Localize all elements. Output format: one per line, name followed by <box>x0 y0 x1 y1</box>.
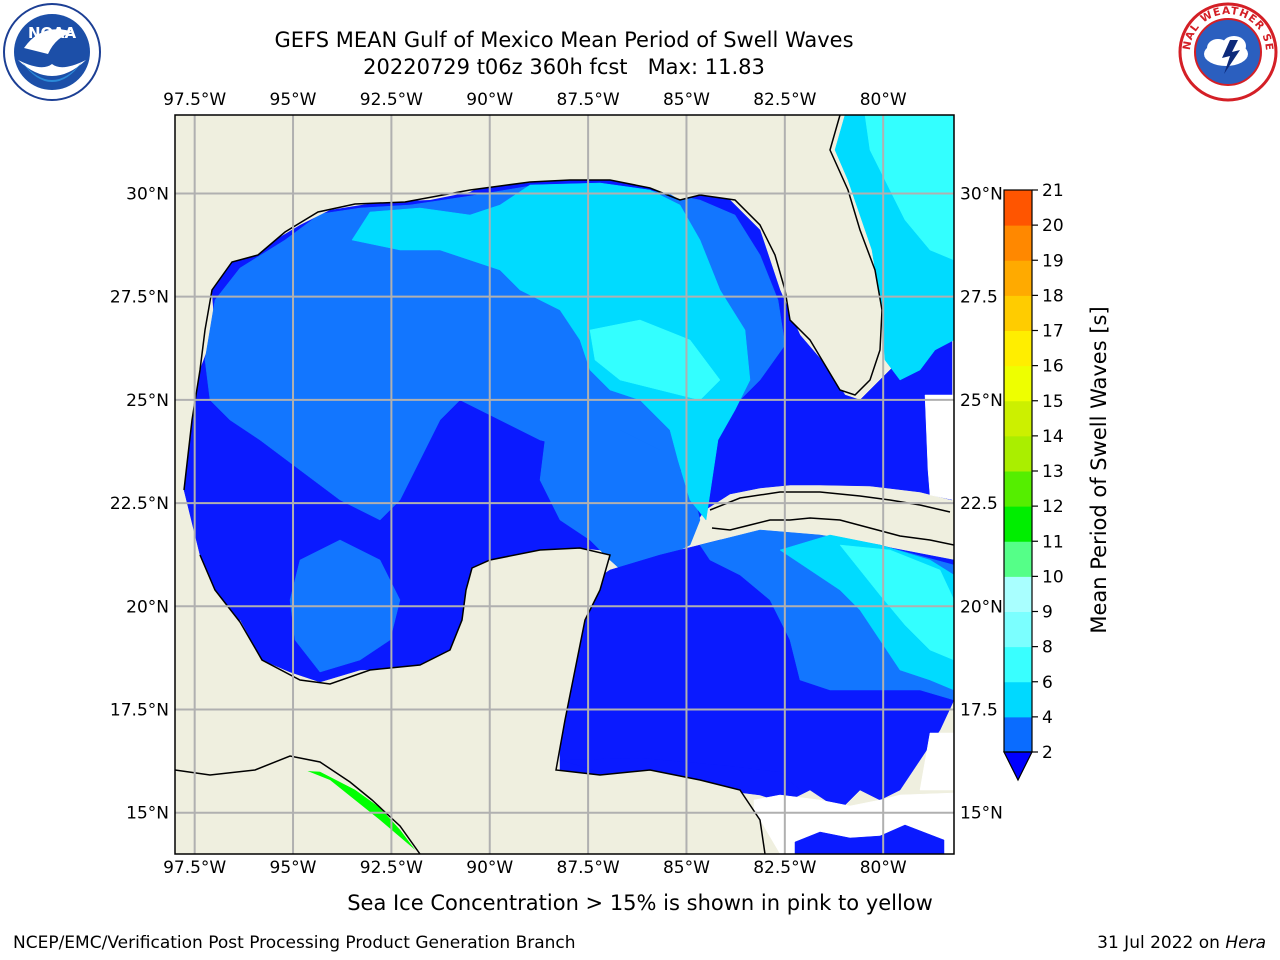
colorbar-segment <box>1004 365 1032 402</box>
sea-ice-note: Sea Ice Concentration > 15% is shown in … <box>0 890 1280 916</box>
colorbar-label: Mean Period of Swell Waves [s] <box>1087 306 1111 633</box>
colorbar-segment <box>1004 716 1032 753</box>
y-tick-label-right: 25°N <box>960 391 1003 411</box>
x-tick-label-top: 92.5°W <box>360 90 423 110</box>
y-tick-label-right: 17.5 <box>960 701 998 721</box>
map-plot-area <box>175 115 954 854</box>
colorbar-tick-label: 19 <box>1042 251 1064 271</box>
y-tick-label-right: 15°N <box>960 804 1003 824</box>
footer-machine-text: Hera <box>1225 933 1266 953</box>
colorbar-tick-label: 2 <box>1042 743 1053 763</box>
x-tick-label-top: 85°W <box>663 90 710 110</box>
colorbar-tick-label: 11 <box>1042 532 1064 552</box>
x-tick-label-top: 95°W <box>270 90 317 110</box>
footer-on-text: on <box>1193 933 1226 953</box>
colorbar-tick-label: 17 <box>1042 322 1064 342</box>
x-tick-label-bottom: 87.5°W <box>557 858 620 878</box>
colorbar-tick-label: 18 <box>1042 286 1064 306</box>
colorbar-segment <box>1004 506 1032 542</box>
no-data-patch-east2 <box>919 732 954 791</box>
y-tick-label-left: 25°N <box>126 391 169 411</box>
colorbar-tick-label: 9 <box>1042 603 1053 623</box>
coastline-south <box>199 547 766 854</box>
colorbar-tick-label: 6 <box>1042 673 1053 693</box>
colorbar-tick-label: 21 <box>1042 181 1064 201</box>
y-tick-label-right: 20°N <box>960 597 1003 617</box>
y-tick-label-left: 17.5°N <box>110 701 169 721</box>
map-frame <box>174 114 955 855</box>
y-tick-label-right: 27.5 <box>960 288 998 308</box>
atlantic-6-8s-patch <box>864 115 954 261</box>
nws-logo: NATIONAL WEATHER SERVICE <box>1178 2 1278 102</box>
colorbar-segment <box>1004 471 1032 507</box>
colorbar-under-triangle <box>1003 751 1033 782</box>
colorbar-segment <box>1004 611 1032 648</box>
colorbar-tick-label: 14 <box>1042 427 1064 447</box>
y-ticks-right: 15°N 17.5 20°N 22.5 25°N 27.5 30°N <box>960 184 1003 823</box>
cuba-land <box>710 492 954 545</box>
caribbean-6-8s-patch <box>839 544 954 661</box>
colorbar-segment <box>1004 400 1032 437</box>
x-tick-label-top: 97.5°W <box>163 90 226 110</box>
colorbar-tick-label: 4 <box>1042 708 1053 728</box>
noaa-logo-text: NOAA <box>28 24 77 42</box>
y-tick-label-left: 30°N <box>126 184 169 204</box>
colorbar-segment <box>1004 330 1032 367</box>
x-tick-label-bottom: 97.5°W <box>163 858 226 878</box>
colorbar-segment <box>1004 576 1032 612</box>
x-tick-label-bottom: 85°W <box>663 858 710 878</box>
colorbar-tick-label: 8 <box>1042 638 1053 658</box>
gridlines <box>175 115 954 854</box>
colorbar-segment <box>1004 225 1032 261</box>
coastline-north <box>183 115 883 491</box>
x-tick-label-top: 80°W <box>860 90 907 110</box>
colorbar-tick-label: 15 <box>1042 392 1064 412</box>
x-ticks-bottom: 97.5°W 95°W 92.5°W 90°W 87.5°W 85°W 82.5°W 80°W <box>163 858 907 878</box>
x-tick-label-bottom: 82.5°W <box>753 858 816 878</box>
x-tick-label-top: 90°W <box>466 90 513 110</box>
y-tick-label-left: 15°N <box>126 804 169 824</box>
footer-credit: NCEP/EMC/Verification Post Processing Pr… <box>13 933 576 953</box>
colorbar-tick-label: 20 <box>1042 216 1064 236</box>
colorbar-segment <box>1004 541 1032 577</box>
mexico-yucatan-land <box>175 548 780 854</box>
x-tick-label-top: 82.5°W <box>753 90 816 110</box>
colorbar-segment <box>1004 646 1032 683</box>
footer-date: 31 Jul 2022 on Hera <box>1097 932 1266 954</box>
colorbar-tick-label: 10 <box>1042 567 1064 587</box>
colorbar-segment <box>1004 435 1032 472</box>
footer-date-text: 31 Jul 2022 <box>1097 933 1194 953</box>
y-tick-label-right: 30°N <box>960 184 1003 204</box>
colorbar-tick-label: 12 <box>1042 497 1064 517</box>
y-tick-label-right: 22.5 <box>960 494 998 514</box>
x-tick-label-bottom: 80°W <box>860 858 907 878</box>
y-tick-label-left: 22.5°N <box>110 494 169 514</box>
x-tick-label-bottom: 95°W <box>270 858 317 878</box>
gulf-4-6s-region <box>351 182 751 521</box>
colorbar-segment <box>1004 190 1032 226</box>
texas-louisiana-land <box>175 115 882 480</box>
noaa-logo: NOAA <box>3 3 101 101</box>
chart-title: GEFS MEAN Gulf of Mexico Mean Period of … <box>274 28 854 52</box>
deep-patch-southeast <box>794 824 945 854</box>
colorbar-tick-label: 16 <box>1042 357 1064 377</box>
y-tick-label-left: 20°N <box>126 597 169 617</box>
colorbar: 2 4 6 8 9 10 11 12 13 14 15 16 17 18 19 20 21 <box>1003 181 1064 782</box>
x-ticks-top: 97.5°W 95°W 92.5°W 90°W 87.5°W 85°W 82.5°W 80°W <box>163 90 907 110</box>
y-tick-label-left: 27.5°N <box>110 288 169 308</box>
chart-subtitle: 20220729 t06z 360h fcst Max: 11.83 <box>363 55 765 79</box>
colorbar-segment <box>1004 681 1032 718</box>
y-ticks-left: 15°N 17.5°N 20°N 22.5°N 25°N 27.5°N 30°N <box>110 184 169 823</box>
sea-ice-note-text: Sea Ice Concentration > 15% is shown in … <box>347 891 933 915</box>
x-tick-label-bottom: 92.5°W <box>360 858 423 878</box>
no-data-patch-east <box>924 394 954 501</box>
x-tick-label-bottom: 90°W <box>466 858 513 878</box>
coastline-cuba <box>709 491 954 546</box>
colorbar-segment <box>1004 260 1032 296</box>
colorbar-segment <box>1004 295 1032 331</box>
x-tick-label-top: 87.5°W <box>557 90 620 110</box>
colorbar-tick-label: 13 <box>1042 462 1064 482</box>
